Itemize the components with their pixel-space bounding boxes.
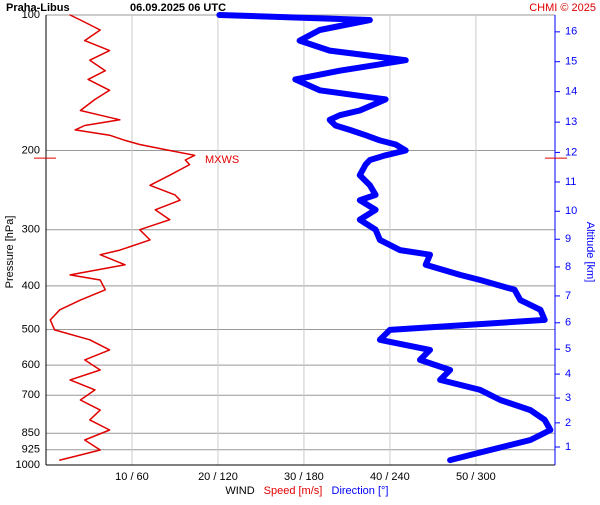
y-axis-label: Pressure [hPa] [4, 216, 16, 289]
y2-tick-label: 3 [565, 392, 571, 404]
y2-tick-label: 16 [565, 26, 577, 38]
y-tick-label: 850 [22, 427, 40, 439]
y2-tick-label: 7 [565, 290, 571, 302]
y-tick-label: 700 [22, 389, 40, 401]
y-tick-label: 600 [22, 359, 40, 371]
chart-title: Praha-Libus [6, 2, 70, 14]
y-tick-label: 200 [22, 144, 40, 156]
y2-tick-label: 15 [565, 56, 577, 68]
legend-label: Speed [m/s] [264, 485, 323, 497]
y2-axis-label: Altitude [km] [584, 222, 596, 283]
y-tick-label: 300 [22, 224, 40, 236]
x-tick-label: 40 / 240 [370, 471, 410, 483]
y2-tick-label: 4 [565, 368, 571, 380]
legend-title: WIND [225, 485, 254, 497]
y2-tick-label: 9 [565, 233, 571, 245]
y-tick-label: 1000 [16, 459, 40, 471]
y-tick-label: 500 [22, 323, 40, 335]
direction-line [216, 12, 554, 464]
speed-line [49, 14, 196, 461]
y2-tick-label: 14 [565, 86, 577, 98]
x-tick-label: 20 / 120 [198, 471, 238, 483]
x-tick-label: 30 / 180 [284, 471, 324, 483]
y2-tick-label: 6 [565, 317, 571, 329]
x-tick-label: 10 / 60 [115, 471, 149, 483]
y2-tick-label: 2 [565, 417, 571, 429]
y2-tick-label: 11 [565, 176, 576, 188]
y2-tick-label: 10 [565, 205, 577, 217]
x-tick-label: 50 / 300 [456, 471, 496, 483]
legend-label: Direction [°] [332, 485, 389, 497]
y2-tick-label: 8 [565, 261, 571, 273]
credit: CHMI © 2025 [529, 2, 596, 14]
y2-tick-label: 12 [565, 146, 577, 158]
y2-tick-label: 5 [565, 343, 571, 355]
y2-tick-label: 1 [565, 441, 571, 453]
y-tick-label: 100 [22, 9, 40, 21]
y-tick-label: 925 [22, 444, 40, 456]
y2-tick-label: 13 [565, 116, 577, 128]
chart-subtitle: 06.09.2025 06 UTC [130, 2, 226, 14]
mxws-label: MXWS [205, 154, 239, 166]
y-tick-label: 400 [22, 280, 40, 292]
